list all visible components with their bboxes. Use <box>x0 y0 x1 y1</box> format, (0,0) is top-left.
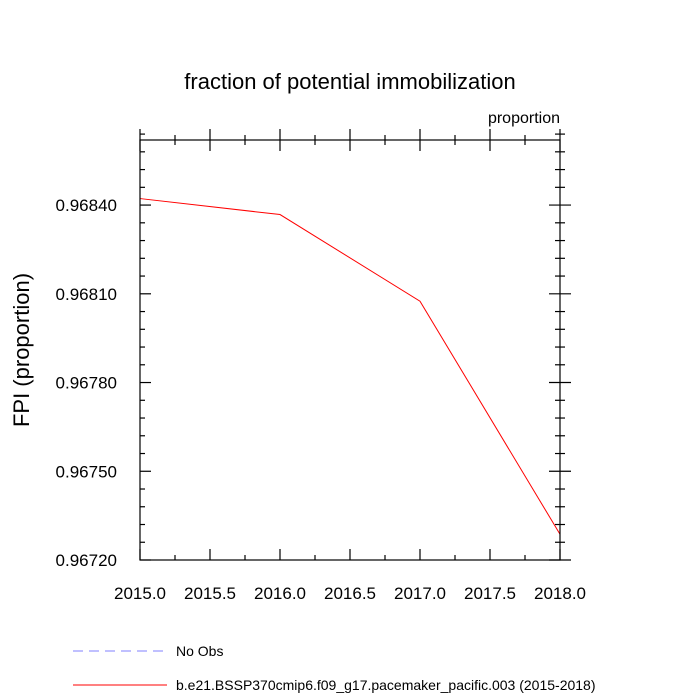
y-tick-label: 0.96840 <box>56 196 117 215</box>
units-label: proportion <box>488 110 560 127</box>
x-tick-label: 2015.0 <box>114 584 166 603</box>
y-axis-label: FPI (proportion) <box>9 273 34 427</box>
axis-ticks <box>139 129 571 561</box>
legend-label: b.e21.BSSP370cmip6.f09_g17.pacemaker_pac… <box>176 677 596 693</box>
legend: No Obs b.e21.BSSP370cmip6.f09_g17.pacemak… <box>73 643 596 693</box>
legend-label: No Obs <box>176 643 223 659</box>
plot-frame <box>139 139 561 561</box>
y-tick-label: 0.96810 <box>56 285 117 304</box>
x-tick-label: 2017.0 <box>394 584 446 603</box>
chart-title: fraction of potential immobilization <box>184 69 515 94</box>
x-tick-label: 2016.5 <box>324 584 376 603</box>
y-tick-label: 0.96780 <box>56 374 117 393</box>
axis-tick-labels: 2015.0 2015.5 2016.0 2016.5 2017.0 2017.5 2018… <box>56 196 586 603</box>
x-tick-label: 2017.5 <box>464 584 516 603</box>
x-tick-label: 2015.5 <box>184 584 236 603</box>
y-tick-label: 0.96720 <box>56 551 117 570</box>
y-tick-label: 0.96750 <box>56 462 117 481</box>
series-lines <box>139 198 561 535</box>
series-line <box>139 198 561 535</box>
x-tick-label: 2016.0 <box>254 584 306 603</box>
x-tick-label: 2018.0 <box>534 584 586 603</box>
